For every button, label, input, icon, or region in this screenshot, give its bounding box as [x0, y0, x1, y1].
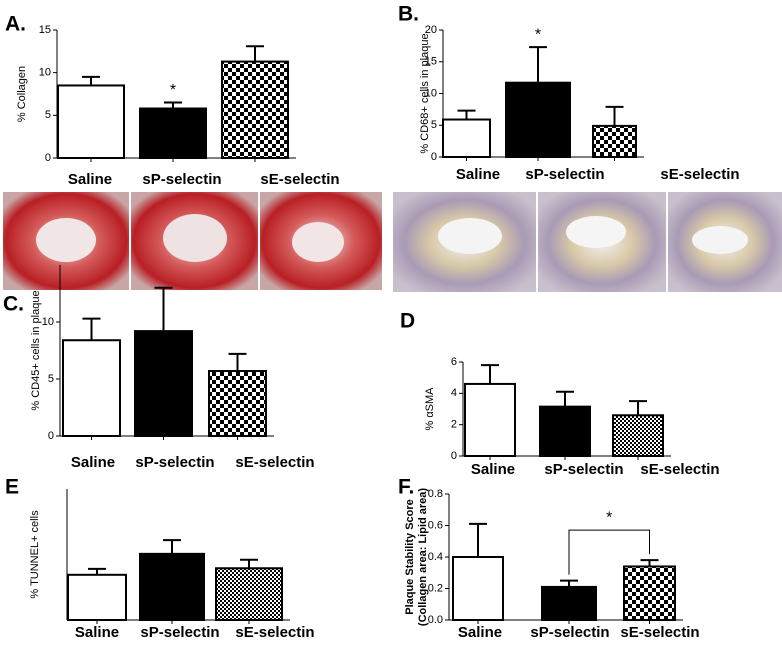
bar — [623, 565, 676, 622]
x-tick-label: sP-selectin — [525, 166, 604, 183]
y-tick-label: 5 — [431, 119, 437, 131]
y-axis-label: % CD45+ cells in plaque — [30, 290, 42, 410]
bar — [505, 81, 571, 158]
x-tick-label: sE-selectin — [235, 624, 314, 641]
bar — [221, 60, 289, 159]
y-tick-label: 10 — [425, 87, 437, 99]
bar — [67, 573, 127, 621]
x-tick-label: sE-selectin — [640, 461, 719, 478]
bar — [139, 552, 205, 621]
y-axis-label: % Collagen — [16, 66, 28, 122]
significance-bracket — [568, 529, 650, 575]
y-tick-label: 10 — [42, 316, 54, 328]
x-tick-label: Saline — [68, 171, 112, 188]
y-tick-label: 20 — [425, 24, 437, 36]
y-tick-label: 2 — [451, 419, 457, 431]
bar — [612, 414, 664, 457]
x-tick-label: sE-selectin — [620, 624, 699, 641]
significance: * — [535, 26, 541, 43]
y-tick-label: 0 — [451, 450, 457, 462]
y-tick-label: 0 — [45, 152, 51, 164]
panel-label: F. — [398, 476, 414, 499]
bar — [452, 556, 504, 621]
y-axis-label: Plaque Stability Score — [404, 499, 416, 615]
y-tick-label: 0.0 — [428, 614, 443, 626]
y-axis-label: % TUNNEL+ cells — [29, 510, 41, 599]
x-tick-label: Saline — [71, 454, 115, 471]
x-tick-label: sP-selectin — [530, 624, 609, 641]
x-tick-label: sP-selectin — [135, 454, 214, 471]
y-axis-label: % αSMA — [424, 387, 436, 431]
x-tick-label: sP-selectin — [142, 171, 221, 188]
panel-label: C. — [3, 293, 24, 316]
y-tick-label: 15 — [425, 56, 437, 68]
y-tick-label: 5 — [45, 109, 51, 121]
bar — [539, 405, 591, 457]
panel-label: B. — [398, 3, 419, 26]
x-tick-label: sP-selectin — [544, 461, 623, 478]
x-tick-label: Saline — [75, 624, 119, 641]
image-lumen — [566, 216, 626, 248]
x-tick-label: Saline — [471, 461, 515, 478]
panel-label: A. — [5, 13, 26, 36]
bar — [208, 370, 267, 437]
y-tick-label: 0.6 — [428, 519, 443, 531]
image-lumen — [692, 226, 748, 254]
image-lumen — [163, 214, 227, 262]
bar — [139, 107, 207, 159]
significance: * — [606, 509, 612, 526]
x-tick-label: sE-selectin — [660, 166, 739, 183]
panel-label: E — [5, 476, 19, 499]
y-tick-label: 5 — [48, 373, 54, 385]
x-tick-label: Saline — [456, 166, 500, 183]
bar — [215, 567, 283, 622]
image-lumen — [36, 218, 96, 262]
y-tick-label: 10 — [39, 67, 51, 79]
bar — [62, 339, 121, 437]
y-tick-label: 0 — [48, 430, 54, 442]
bar — [541, 585, 597, 621]
y-axis-label: (Collagen area: Lipid area) — [417, 488, 429, 626]
bar — [57, 84, 125, 159]
y-axis-label: % CD68+ cells in plaque — [419, 33, 431, 153]
x-tick-label: sP-selectin — [140, 624, 219, 641]
histology-images — [3, 192, 782, 292]
y-tick-label: 0 — [431, 151, 437, 163]
bar — [592, 124, 637, 159]
y-tick-label: 4 — [451, 387, 457, 399]
bar — [464, 382, 516, 457]
x-tick-label: sE-selectin — [235, 454, 314, 471]
panel-label: D — [400, 310, 415, 333]
x-tick-label: Saline — [458, 624, 502, 641]
bar — [134, 330, 193, 437]
y-tick-label: 0.2 — [428, 582, 443, 594]
y-tick-label: 15 — [39, 24, 51, 36]
image-lumen — [438, 218, 502, 254]
y-tick-label: 0.4 — [428, 551, 443, 563]
x-tick-label: sE-selectin — [260, 171, 339, 188]
y-tick-label: 6 — [451, 356, 457, 368]
y-tick-label: 0.8 — [428, 488, 443, 500]
bar — [442, 118, 491, 159]
image-lumen — [292, 222, 344, 262]
significance: * — [170, 82, 176, 99]
